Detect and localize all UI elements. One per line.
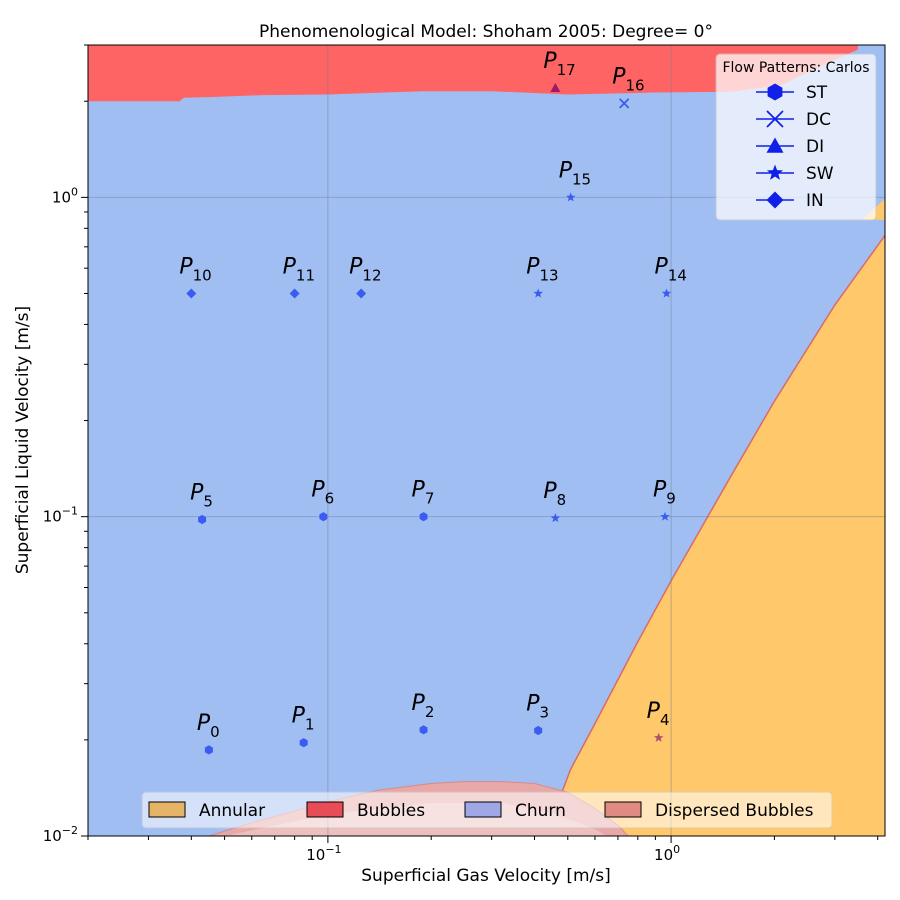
plot-frame	[87, 44, 886, 837]
data-point-p5	[198, 514, 207, 525]
point-label-p4: P4	[647, 699, 670, 729]
plot-area: 10−1 100 10−2 10−1 100 P0 P1 P2 P3 P4 P5 P6 P7 P8 P9 P1…	[43, 44, 886, 864]
point-label-p8: P8	[543, 479, 566, 509]
data-point-p15	[566, 192, 576, 202]
point-label-p14: P14	[655, 254, 687, 284]
x-tick-label: 100	[654, 843, 680, 864]
legend-label-st: ST	[806, 83, 828, 103]
data-point-p4	[653, 732, 664, 742]
y-tick-label: 10−1	[43, 505, 78, 526]
legend-swatch-churn	[464, 801, 502, 818]
point-label-p6: P6	[311, 478, 334, 508]
legend-swatch-annular	[148, 801, 186, 818]
data-point-p16	[619, 98, 630, 109]
data-point-p11	[289, 288, 300, 299]
legend-label-sw: SW	[806, 164, 834, 184]
annular-region	[545, 235, 885, 836]
legend-label-churn: Churn	[515, 801, 566, 821]
point-label-p5: P5	[190, 480, 213, 510]
data-point-p2	[419, 725, 428, 735]
chart-title: Phenomenological Model: Shoham 2005: Deg…	[259, 22, 713, 42]
x-axis-label: Superficial Gas Velocity [m/s]	[361, 866, 610, 886]
legend-label-bubbles: Bubbles	[357, 801, 425, 821]
y-tick-label: 100	[52, 185, 78, 206]
point-label-p0: P0	[197, 711, 220, 741]
y-axis-label: Superficial Liquid Velocity [m/s]	[13, 306, 33, 574]
point-label-p15: P15	[559, 158, 591, 188]
data-point-p8	[550, 513, 561, 523]
legend-box	[715, 53, 877, 221]
point-label-p2: P2	[412, 691, 435, 721]
point-label-p10: P10	[179, 254, 211, 284]
data-point-p14	[661, 288, 672, 298]
data-point-p3	[534, 725, 543, 736]
legend-marker-in	[766, 191, 784, 209]
point-label-p9: P9	[653, 478, 676, 508]
legend-regions: Annular Bubbles Churn Dispersed Bubbles	[141, 791, 833, 829]
point-label-p7: P7	[412, 478, 435, 508]
legend-swatch-dispersed-bubbles	[604, 801, 642, 818]
data-point-p0	[204, 745, 213, 755]
data-point-p13	[533, 288, 543, 298]
point-label-p13: P13	[526, 254, 558, 284]
legend-marker-sw	[766, 164, 784, 180]
legend-label-dc: DC	[806, 110, 831, 130]
x-tick-label: 10−1	[306, 843, 341, 864]
legend-label-in: IN	[806, 191, 824, 211]
data-point-p17	[550, 83, 561, 93]
data-point-p9	[660, 511, 670, 521]
data-points: P0 P1 P2 P3 P4 P5 P6 P7 P8 P9 P10 P11 P12 P13 P14 P15 P1…	[179, 49, 687, 755]
point-label-p12: P12	[349, 254, 381, 284]
data-point-p1	[299, 738, 308, 748]
point-label-p3: P3	[526, 691, 549, 721]
annular-corner-region	[862, 198, 885, 220]
bubbles-region	[88, 45, 858, 102]
data-point-p10	[186, 288, 197, 299]
legend-label-di: DI	[806, 137, 824, 157]
point-label-p17: P17	[543, 49, 575, 79]
point-label-p16: P16	[612, 64, 644, 94]
annular-boundary-line	[544, 234, 885, 836]
point-label-p1: P1	[292, 704, 315, 734]
legend-marker-di	[766, 137, 784, 153]
legend-flow-patterns: Flow Patterns: Carlos ST DC DI SW IN	[715, 53, 877, 221]
legend-title: Flow Patterns: Carlos	[722, 60, 869, 76]
data-point-p6	[319, 512, 328, 522]
axis-ticks: 10−1 100 10−2 10−1 100	[43, 44, 879, 864]
legend-marker-st	[767, 83, 783, 101]
legend-label-annular: Annular	[199, 801, 265, 821]
point-label-p11: P11	[283, 254, 315, 284]
data-point-p12	[356, 288, 367, 299]
data-point-p7	[419, 512, 428, 522]
legend-marker-dc	[766, 110, 784, 128]
legend-label-dispersed-bubbles: Dispersed Bubbles	[655, 801, 814, 821]
y-tick-label: 10−2	[43, 824, 78, 845]
legend-swatch-bubbles	[306, 801, 344, 818]
